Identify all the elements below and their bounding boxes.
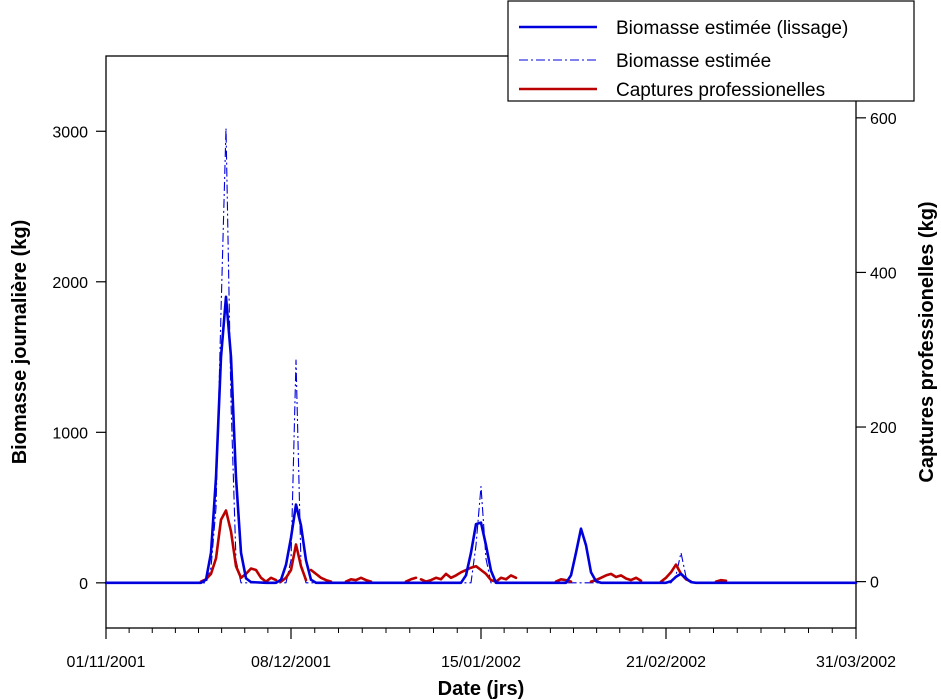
x-tick-label: 15/01/2002	[441, 654, 521, 671]
y2-tick-label: 200	[870, 420, 897, 437]
legend-label-captures: Captures professionelles	[616, 80, 825, 101]
series-line-captures-segment	[199, 509, 278, 583]
axes-layer: 01/11/2001 08/12/2001 15/01/2002 21/02/2002…	[52, 111, 897, 671]
legend: Biomasse estimée (lissage) Biomasse esti…	[507, 0, 915, 102]
series-line-captures-segment	[404, 576, 418, 583]
y-tick-label: 0	[79, 576, 88, 593]
y-tick-label: 2000	[52, 275, 88, 292]
legend-label-smoothed: Biomasse estimée (lissage)	[616, 18, 848, 39]
x-tick-label: 31/03/2002	[816, 654, 896, 671]
series-line-estimated	[106, 127, 856, 584]
y2-tick-label: 0	[870, 575, 879, 592]
y2-tick-label: 400	[870, 265, 897, 282]
y-axis-title: Biomasse journalière (kg)	[9, 220, 31, 465]
x-tick-label: 08/12/2001	[251, 654, 331, 671]
y-tick-label: 3000	[52, 124, 88, 141]
series-line-captures-segment	[279, 543, 308, 583]
legend-box	[507, 0, 915, 102]
legend-label-estimated: Biomasse estimée	[616, 51, 771, 72]
x-tick-label: 01/11/2001	[67, 654, 146, 671]
y2-tick-label: 600	[870, 111, 897, 128]
series-line-captures-segment	[344, 576, 373, 583]
series-line-captures-segment	[589, 572, 643, 583]
y2-axis-title: Captures professionelles (kg)	[916, 201, 938, 482]
x-tick-label: 21/02/2002	[626, 654, 706, 671]
series-line-captures-segment	[309, 568, 333, 583]
series-line-smoothed	[104, 295, 858, 585]
y-tick-label: 1000	[52, 425, 88, 442]
series-line-captures-segment	[714, 578, 728, 583]
x-axis-title: Date (jrs)	[438, 678, 525, 700]
series-layer	[104, 127, 858, 585]
